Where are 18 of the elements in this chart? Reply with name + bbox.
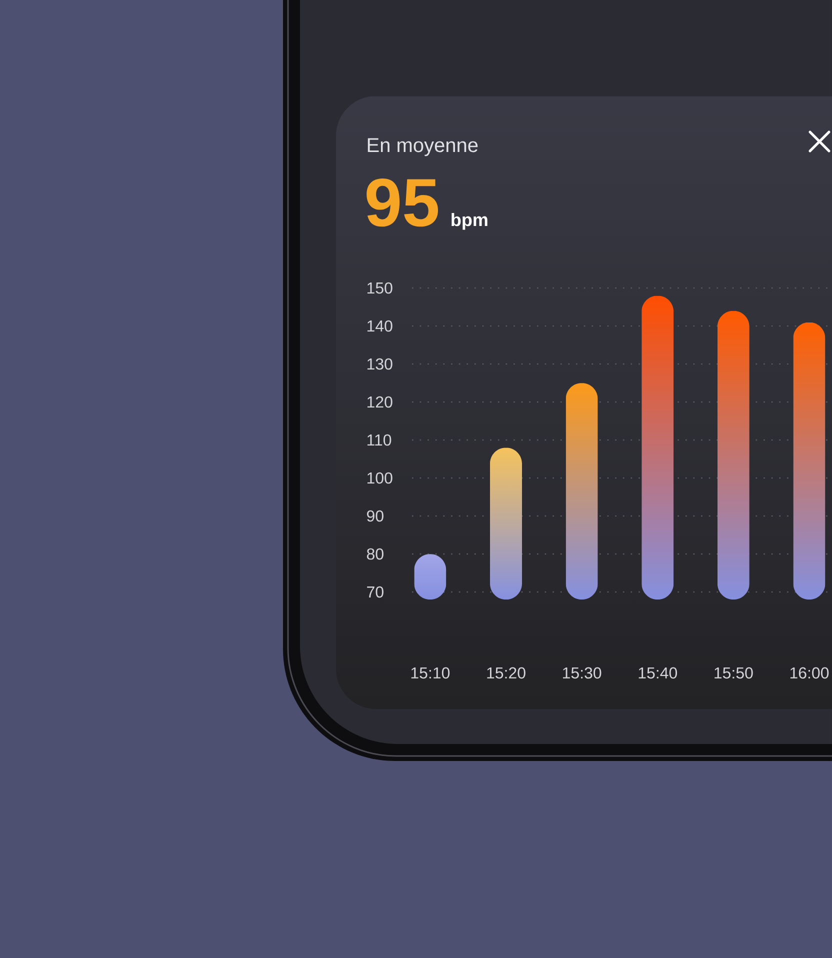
x-tick-label: 15:40: [638, 667, 678, 679]
x-tick-label: 15:10: [411, 667, 450, 679]
y-tick-label: 100: [367, 472, 392, 484]
y-tick-label: 70: [367, 586, 384, 598]
chart-subtitle: 95: [366, 178, 438, 227]
y-tick-label: 110: [367, 434, 392, 446]
x-tick-label: 15:20: [487, 667, 526, 679]
x-tick-label: 15:30: [563, 667, 602, 679]
chart-title: En moyenne: [368, 138, 478, 156]
y-tick-label: 80: [366, 548, 384, 560]
x-tick-label: 15:50: [714, 667, 753, 679]
y-tick-label: 90: [367, 510, 384, 522]
y-tick-label: 120: [367, 396, 392, 408]
x-tick-label: 16:00: [790, 667, 829, 679]
y-tick-label: 140: [367, 320, 392, 332]
text: bpm: [452, 212, 488, 230]
y-tick-label: 150: [367, 282, 392, 294]
y-tick-label: 130: [367, 358, 392, 370]
